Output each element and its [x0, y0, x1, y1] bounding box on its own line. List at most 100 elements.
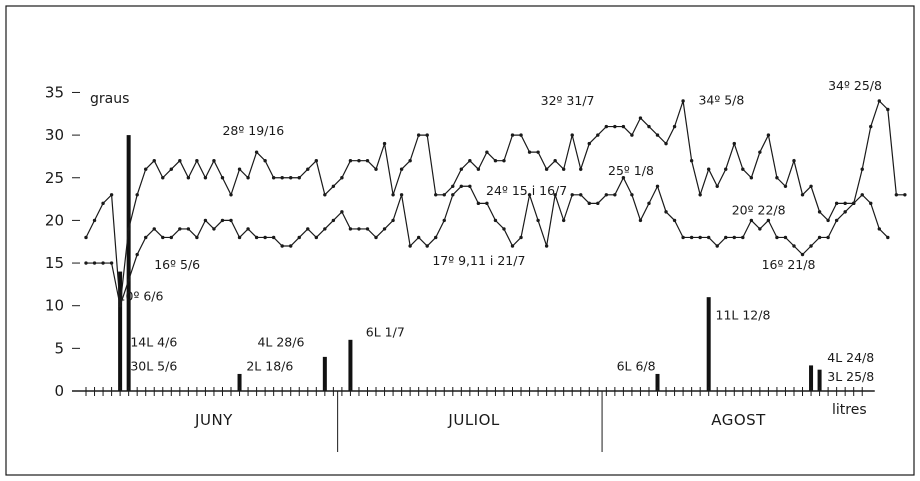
annotation-label: 24º 15 i 16/7	[486, 183, 567, 198]
annotation-label: 4L 24/8	[827, 350, 874, 365]
data-point-min	[280, 244, 284, 248]
data-point-min	[749, 218, 754, 223]
data-point-max	[109, 193, 114, 197]
data-point-min	[817, 235, 822, 240]
data-point-min	[510, 244, 515, 248]
data-point-min	[724, 235, 728, 240]
annotation-label: 20º 22/8	[732, 202, 786, 217]
rain-bar	[322, 356, 327, 391]
annotation-label: 10º 6/6	[118, 289, 164, 304]
data-point-min	[331, 218, 336, 223]
data-point-max	[297, 176, 301, 180]
data-point-min	[365, 227, 370, 231]
x-axis-label: litres	[832, 402, 867, 418]
data-point-min	[126, 278, 131, 282]
rain-bar	[817, 369, 822, 391]
data-point-min	[357, 227, 361, 231]
annotation-label: 30L 5/6	[130, 359, 177, 374]
annotation-label: 25º 1/8	[608, 163, 654, 178]
annotation-label: 11L 12/8	[716, 307, 771, 322]
data-point-max	[689, 158, 694, 163]
data-point-max	[664, 141, 668, 146]
data-point-max	[271, 176, 276, 180]
data-point-max	[553, 158, 557, 163]
data-point-max	[144, 167, 148, 171]
data-point-min	[220, 218, 225, 223]
data-point-min	[254, 235, 259, 240]
annotation-label: 6L 6/8	[617, 359, 656, 374]
data-point-max	[869, 124, 873, 129]
data-point-min	[289, 244, 293, 248]
data-point-min	[758, 227, 762, 231]
data-point-min	[596, 201, 600, 206]
data-point-max	[306, 167, 310, 171]
data-point-max	[135, 193, 139, 197]
data-point-max	[894, 193, 899, 197]
data-point-max	[178, 158, 182, 163]
data-point-min	[587, 201, 591, 206]
annotation-label: 32º 31/7	[541, 93, 595, 108]
data-point-min	[877, 227, 881, 231]
data-point-max	[220, 176, 225, 180]
data-point-min	[348, 227, 353, 231]
data-point-max	[587, 141, 591, 146]
data-point-min	[169, 235, 173, 240]
data-point-max	[698, 193, 702, 197]
data-point-min	[178, 227, 182, 231]
data-point-max	[476, 167, 481, 171]
data-point-max	[655, 133, 660, 137]
data-point-min	[843, 210, 847, 214]
data-point-min	[399, 193, 404, 197]
data-point-max	[382, 141, 387, 146]
data-point-min	[246, 227, 250, 231]
data-point-min	[84, 261, 88, 265]
data-point-min	[161, 235, 165, 240]
data-point-min	[886, 235, 890, 240]
data-point-min	[655, 184, 660, 188]
data-point-min	[860, 193, 864, 197]
data-point-min	[314, 235, 319, 240]
data-point-max	[809, 184, 813, 188]
data-point-max	[161, 176, 165, 180]
data-point-min	[271, 235, 276, 240]
data-point-max	[340, 176, 344, 180]
annotation-label: 3L 25/8	[827, 369, 874, 384]
data-point-max	[229, 193, 233, 197]
data-point-min	[502, 227, 506, 231]
data-point-min	[638, 218, 643, 223]
data-point-min	[186, 227, 191, 231]
data-point-max	[263, 158, 267, 163]
data-point-max	[434, 193, 438, 197]
month-label: AGOST	[711, 411, 766, 429]
data-point-max	[126, 227, 131, 231]
annotations: 28º 19/16 16º 5/6 10º 6/6 14L 4/6 30L 5/6 2L …	[118, 78, 882, 384]
data-point-max	[289, 176, 293, 180]
y-tick-label: 10	[45, 297, 64, 315]
data-point-min	[647, 201, 651, 206]
data-point-min	[425, 244, 429, 248]
rain-bar	[809, 365, 814, 391]
y-tick-label: 0	[54, 382, 64, 400]
data-point-max	[203, 176, 208, 180]
month-label: JUNY	[194, 411, 233, 429]
data-point-min	[621, 176, 626, 180]
data-point-max	[826, 218, 830, 223]
data-point-max	[348, 158, 353, 163]
data-point-max	[706, 167, 711, 171]
data-point-max	[84, 235, 88, 240]
data-point-min	[493, 218, 498, 223]
annotation-label: 2L 18/6	[246, 359, 293, 374]
data-point-min	[212, 227, 216, 231]
y-axis-label: graus	[90, 91, 129, 107]
y-tick-label: 30	[45, 126, 64, 144]
data-point-max	[425, 133, 429, 137]
data-point-min	[672, 218, 677, 223]
data-point-max	[715, 184, 719, 188]
data-point-max	[237, 167, 242, 171]
data-point-min	[706, 235, 711, 240]
data-point-min	[92, 261, 97, 265]
data-point-max	[314, 158, 319, 163]
data-point-max	[672, 124, 677, 129]
data-point-min	[604, 193, 609, 197]
data-point-max	[510, 133, 515, 137]
